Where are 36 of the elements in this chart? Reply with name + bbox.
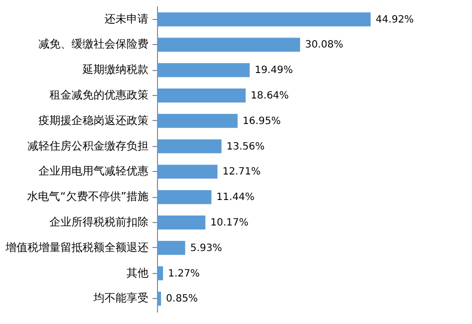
y-tick-label: 延期缴纳税款 — [82, 63, 148, 76]
y-tick-label: 减免、缓缴社会保险费 — [38, 38, 148, 51]
bar — [157, 12, 371, 26]
data-label: 18.64% — [250, 90, 289, 102]
bar — [157, 139, 222, 154]
data-label: 1.27% — [168, 268, 200, 280]
data-label: 12.71% — [222, 166, 261, 178]
y-tick-label: 企业用电用气减轻优惠 — [38, 164, 148, 178]
bar — [157, 216, 206, 230]
bar — [157, 292, 162, 306]
data-label: 44.92% — [376, 14, 414, 26]
y-tick-label: 企业所得税税前扣除 — [50, 215, 148, 228]
y-tick-label: 减轻住房公积金缴存负担 — [28, 139, 148, 152]
data-label: 19.49% — [254, 65, 293, 76]
bar — [157, 63, 250, 78]
y-tick-label: 还未申请 — [104, 12, 148, 26]
data-label: 16.95% — [242, 116, 281, 127]
y-tick-label: 疫期援企稳岗返还政策 — [38, 114, 148, 127]
bar — [157, 164, 218, 179]
bar — [157, 240, 186, 255]
bar — [157, 114, 238, 128]
data-label: 5.93% — [190, 242, 222, 254]
data-label: 10.17% — [210, 217, 249, 228]
y-tick-label: 水电气“欠费不停供”措施 — [27, 190, 148, 204]
y-tick-label: 租金减免的优惠政策 — [50, 88, 148, 102]
data-label: 30.08% — [305, 40, 344, 51]
bar — [157, 190, 212, 204]
y-tick-label: 增值税增量留抵税额全额退还 — [4, 240, 148, 254]
data-label: 0.85% — [166, 294, 198, 305]
y-tick-label: 其他 — [126, 266, 148, 280]
bar — [157, 266, 164, 280]
bar — [157, 88, 246, 102]
data-label: 13.56% — [226, 141, 265, 152]
y-tick-label: 均不能享受 — [92, 292, 148, 305]
bar — [157, 38, 300, 52]
data-label: 11.44% — [216, 192, 255, 204]
